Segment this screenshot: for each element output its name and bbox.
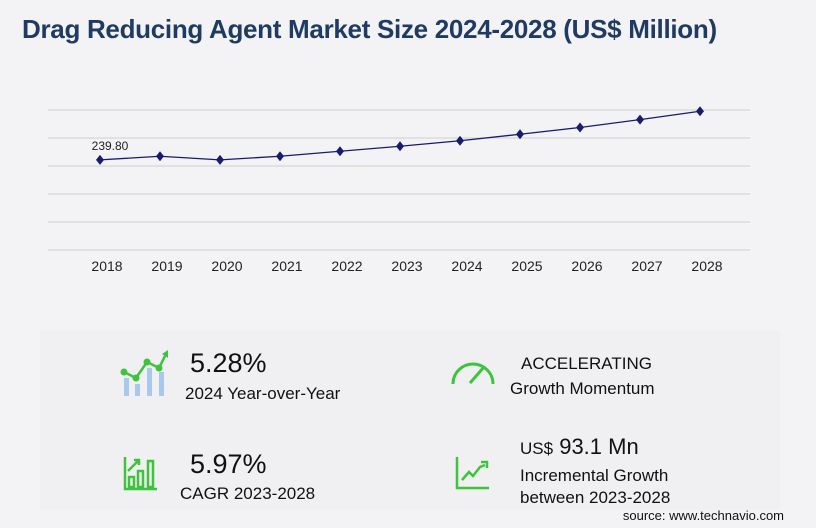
x-tick-label: 2021 <box>271 258 302 274</box>
bar-chart-icon <box>123 457 157 491</box>
data-point <box>696 106 704 117</box>
data-point <box>576 122 584 133</box>
momentum-value: ACCELERATING <box>521 354 652 373</box>
x-tick-label: 2027 <box>631 258 662 274</box>
speedometer-icon <box>451 362 495 385</box>
data-point <box>396 141 404 152</box>
data-point <box>276 151 284 162</box>
line-chart: 2018 239.80 2019 2020 2021 2022 2023 2024 2025 20… <box>48 106 750 274</box>
incremental-value: US$ 93.1 Mn <box>520 434 639 460</box>
x-tick-label: 2019 <box>151 258 182 274</box>
x-tick-label: 2025 <box>511 258 542 274</box>
x-tick-label: 2018 <box>91 258 122 274</box>
x-tick-label: 2028 <box>691 258 722 274</box>
incremental-label-1: Incremental Growth <box>520 466 669 485</box>
chart-title: Drag Reducing Agent Market Size 2024-202… <box>22 14 717 44</box>
momentum-label: Growth Momentum <box>510 379 655 398</box>
currency-prefix: US$ <box>520 439 554 458</box>
trend-up-icon <box>455 457 489 490</box>
x-tick-label: 2026 <box>571 258 602 274</box>
data-label: 239.80 <box>92 139 129 153</box>
incremental-label-2: between 2023-2028 <box>520 488 671 507</box>
yoy-value: 5.28% <box>190 348 267 378</box>
x-tick-label: 2024 <box>451 258 482 274</box>
source-text: source: www.technavio.com <box>622 508 784 523</box>
data-point <box>456 135 464 146</box>
growth-bars-icon <box>120 350 168 396</box>
data-point <box>96 154 104 165</box>
x-tick-label: 2022 <box>331 258 362 274</box>
incremental-amount: 93.1 Mn <box>559 434 639 459</box>
data-point <box>156 151 164 162</box>
cagr-label: CAGR 2023-2028 <box>180 484 316 503</box>
data-point <box>336 146 344 157</box>
series-line <box>99 110 701 161</box>
cagr-value: 5.97% <box>190 449 267 479</box>
data-point <box>216 154 224 165</box>
yoy-label: 2024 Year-over-Year <box>185 384 341 403</box>
data-point <box>516 129 524 140</box>
x-tick-label: 2020 <box>211 258 242 274</box>
x-tick-label: 2023 <box>391 258 422 274</box>
data-point <box>636 114 644 125</box>
